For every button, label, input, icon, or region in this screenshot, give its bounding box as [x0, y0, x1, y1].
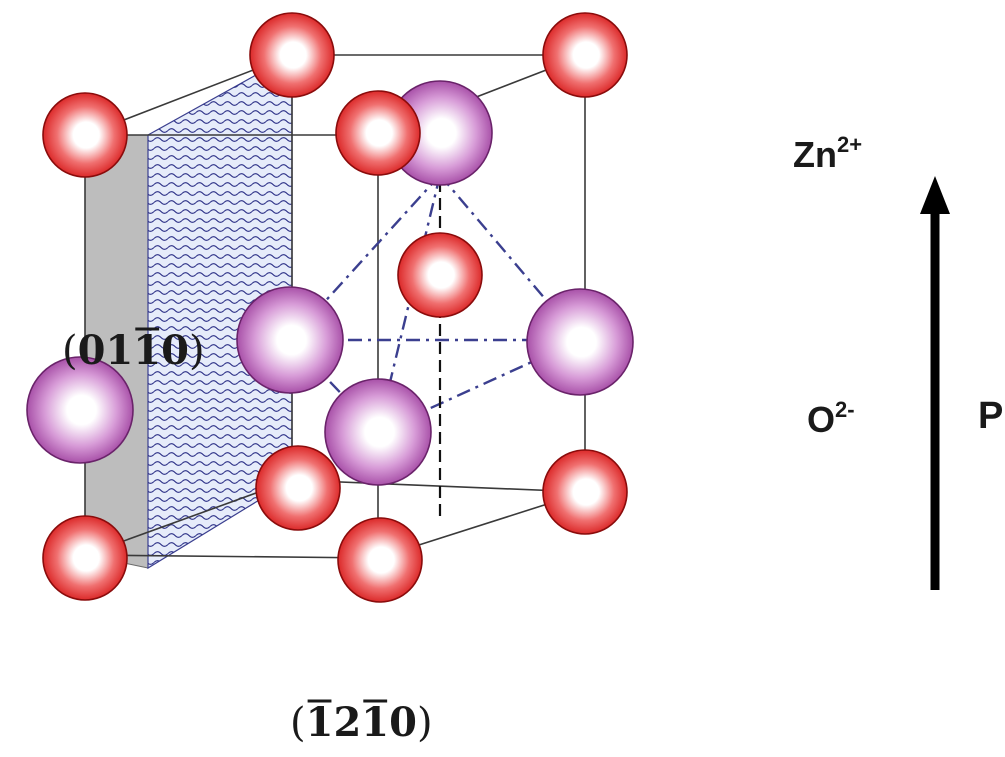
miller-digit: 0	[161, 327, 189, 374]
zinc-ion	[526, 288, 634, 396]
paren-close: )	[189, 328, 205, 374]
oxygen-ion	[335, 90, 421, 176]
zinc-ions-middle	[26, 286, 634, 486]
oxygen-ion	[255, 445, 341, 531]
zinc-ion	[236, 286, 344, 394]
miller-digit: 0	[78, 327, 106, 374]
paren-close: )	[417, 700, 433, 746]
oxygen-ions-top	[42, 12, 628, 318]
plane-label-bottom: (1210)	[290, 699, 433, 746]
polarization-arrow	[920, 176, 950, 590]
miller-digit: 1	[105, 327, 133, 374]
paren-open: (	[290, 700, 306, 746]
polarization-label: P	[978, 395, 1003, 437]
miller-digit: 1	[361, 699, 389, 746]
miller-digit: 2	[333, 699, 361, 746]
oxygen-ion	[397, 232, 483, 318]
zinc-ion	[26, 356, 134, 464]
miller-digit: 1	[133, 327, 161, 374]
paren-open: (	[62, 328, 78, 374]
miller-digit: 1	[306, 699, 334, 746]
oxygen-ion	[42, 515, 128, 601]
miller-digit: 0	[389, 699, 417, 746]
oxygen-ions-bottom	[42, 445, 628, 603]
oxygen-ion	[542, 12, 628, 98]
oxygen-ion	[337, 517, 423, 603]
oxygen-ion	[249, 12, 335, 98]
oxygen-ion	[542, 449, 628, 535]
oxygen-ion-label: O2-	[807, 397, 855, 440]
zinc-ion-label: Zn2+	[793, 132, 862, 175]
zinc-ion	[324, 378, 432, 486]
plane-label-side: (0110)	[62, 327, 205, 374]
wavy-lattice-plane-pattern	[148, 55, 292, 568]
oxygen-ion	[42, 92, 128, 178]
